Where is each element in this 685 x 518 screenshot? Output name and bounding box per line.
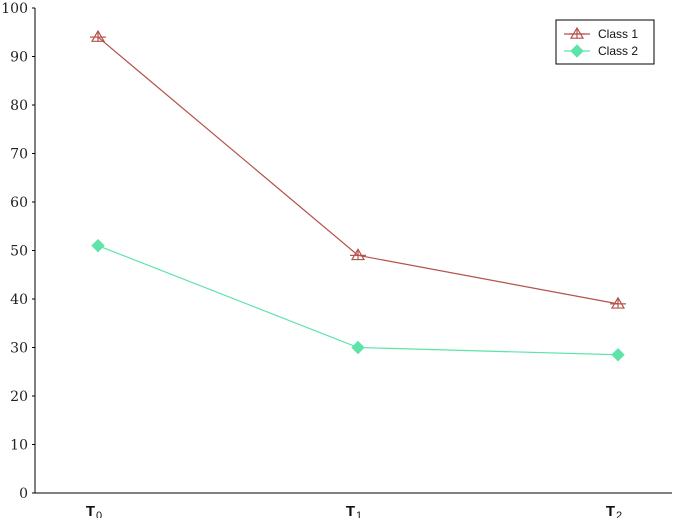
series-line: [97, 245, 619, 356]
y-tick-label: 20: [10, 389, 28, 405]
data-point: [351, 340, 365, 355]
x-tick-labels: T0 T1 T2: [86, 503, 622, 518]
x-tick-label: T1: [346, 503, 362, 518]
y-tick-label: 10: [10, 438, 28, 454]
legend-box: [555, 19, 655, 65]
y-tick-label: 70: [10, 147, 28, 163]
legend-marker: [570, 44, 584, 58]
y-tick-label: 40: [10, 292, 28, 308]
data-point: [611, 348, 625, 362]
x-tick-label: T0: [86, 503, 102, 518]
x-tick-label-sub: 2: [616, 510, 622, 518]
data-point: [91, 238, 105, 253]
x-tick-label: T2: [606, 503, 622, 518]
x-tick-label-sub: 1: [356, 510, 362, 518]
series-1: [90, 29, 626, 309]
y-tick-label: 90: [10, 50, 28, 66]
legend-label: Class 2: [598, 44, 638, 58]
series-group: [90, 29, 626, 362]
x-tick-label-main: T: [346, 503, 355, 518]
series-line: [97, 36, 619, 305]
y-tick-label: 50: [10, 244, 28, 260]
x-tick-label-main: T: [86, 503, 95, 518]
y-tick-label: 0: [19, 486, 28, 502]
x-tick-label-sub: 0: [96, 510, 102, 518]
legend-item: Class 1: [564, 26, 638, 41]
legend-label: Class 1: [598, 27, 638, 41]
y-tick-label: 30: [10, 341, 28, 357]
axes: [34, 8, 672, 494]
series-2: [91, 238, 625, 362]
x-tick-label-main: T: [606, 503, 615, 518]
y-tick-label: 100: [1, 1, 28, 17]
legend-item: Class 2: [564, 44, 638, 58]
y-tick-label: 80: [10, 98, 28, 114]
legend: Class 1 Class 2: [555, 19, 655, 65]
y-tick-label: 60: [10, 195, 28, 211]
y-tick-labels: 0 10 20 30 40 50 60 70 80 90 100: [1, 1, 35, 502]
